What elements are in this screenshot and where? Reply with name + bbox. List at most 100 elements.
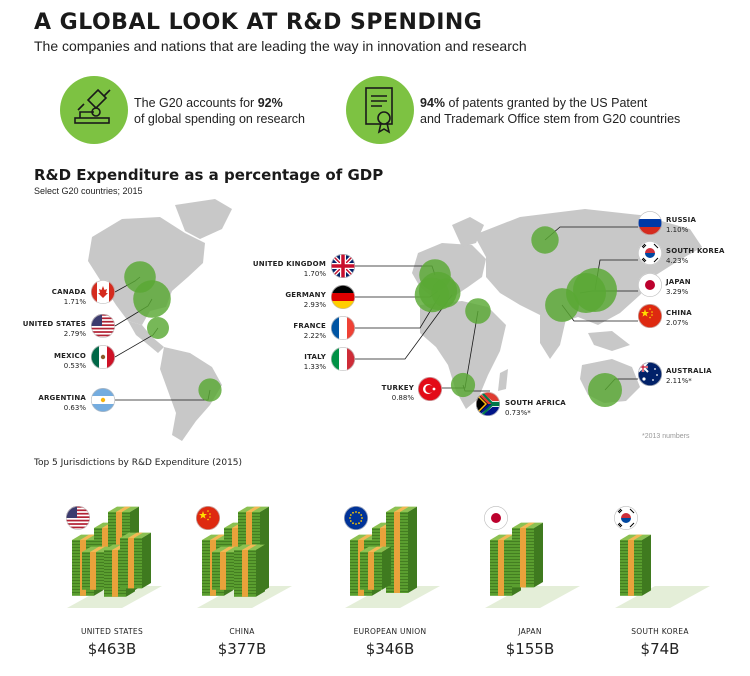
money-stack-united-states <box>67 506 162 608</box>
stat-2-line2: and Trademark Office stem from G20 count… <box>420 112 681 126</box>
money-stack-european-union <box>345 506 440 608</box>
country-name: SOUTH AFRICA <box>505 399 566 407</box>
country-label-germany: GERMANY 2.93% <box>285 290 326 310</box>
country-value: 4.23% <box>666 257 689 265</box>
country-name: CANADA <box>51 288 86 296</box>
country-value: 1.33% <box>303 363 326 371</box>
country-label-south-africa: SOUTH AFRICA 0.73%* <box>505 398 566 418</box>
bubble-russia <box>531 226 559 254</box>
country-name: UNITED STATES <box>22 320 86 328</box>
country-value: 0.53% <box>63 362 86 370</box>
country-value: 0.88% <box>391 394 414 402</box>
top5-title: Top 5 Jurisdictions by R&D Expenditure (… <box>34 458 243 468</box>
world-map <box>88 199 702 441</box>
country-label-south-korea: SOUTH KOREA 4.23% <box>666 246 725 266</box>
flag-italy-icon <box>331 347 355 376</box>
flag-european-union-icon <box>344 506 368 535</box>
footnote: *2013 numbers <box>642 433 690 440</box>
country-name: JAPAN <box>666 278 691 286</box>
country-value: 2.79% <box>63 330 86 338</box>
country-value: 1.71% <box>63 298 86 306</box>
country-label-united-states: UNITED STATES 2.79% <box>23 319 86 339</box>
stat-2-bold: 94% <box>420 96 446 110</box>
country-name: SOUTH KOREA <box>666 247 725 255</box>
country-name: FRANCE <box>293 322 326 330</box>
country-name: GERMANY <box>285 291 326 299</box>
jurisdiction-name: UNITED STATES <box>80 627 144 636</box>
flag-canada-icon <box>91 280 115 309</box>
bubble-mexico <box>147 317 169 339</box>
bubble-south-africa <box>450 372 476 398</box>
country-value: 3.29% <box>666 288 689 296</box>
flag-japan-icon <box>484 506 508 535</box>
bubble-layer <box>124 226 622 407</box>
money-stack-south-korea <box>615 534 710 608</box>
money-stack-japan <box>485 522 580 608</box>
stat-1-pre: The G20 accounts for <box>134 96 258 110</box>
country-value: 2.11%* <box>666 377 692 385</box>
country-label-united-kingdom: UNITED KINGDOM 1.70% <box>253 259 326 279</box>
country-value: 2.93% <box>303 301 326 309</box>
map-subtitle: Select G20 countries; 2015 <box>34 186 143 196</box>
bubble-turkey <box>465 298 491 324</box>
map-title: R&D Expenditure as a percentage of GDP <box>34 166 384 184</box>
country-name: TURKEY <box>381 384 414 392</box>
country-value: 1.70% <box>303 270 326 278</box>
country-label-italy: ITALY 1.33% <box>304 352 326 372</box>
page-title: A GLOBAL LOOK AT R&D SPENDING <box>34 10 483 35</box>
country-label-turkey: TURKEY 0.88% <box>382 383 414 403</box>
country-label-france: FRANCE 2.22% <box>293 321 326 341</box>
jurisdiction-value: $377B <box>217 640 267 658</box>
flag-china-icon <box>638 304 662 333</box>
country-label-australia: AUSTRALIA 2.11%* <box>666 366 712 386</box>
jurisdiction-name: JAPAN <box>518 627 542 636</box>
bubble-australia <box>588 373 622 407</box>
flag-south-korea-icon <box>638 241 662 270</box>
flag-germany-icon <box>331 285 355 314</box>
flag-france-icon <box>331 316 355 345</box>
microscope-icon <box>60 76 128 144</box>
flag-australia-icon <box>638 362 662 391</box>
money-stacks-chart <box>67 506 710 608</box>
country-name: AUSTRALIA <box>666 367 712 375</box>
flag-turkey-icon <box>418 377 442 406</box>
bubble-italy <box>431 278 461 308</box>
country-label-canada: CANADA 1.71% <box>52 287 86 307</box>
stat-1-bold: 92% <box>257 96 283 110</box>
jurisdiction-value: $74B <box>640 640 680 658</box>
bubble-argentina <box>198 378 222 402</box>
country-value: 2.07% <box>666 319 689 327</box>
flag-united-kingdom-icon <box>331 254 355 283</box>
country-name: CHINA <box>666 309 692 317</box>
country-value: 2.22% <box>303 332 326 340</box>
flag-united-states-icon <box>66 506 90 535</box>
country-name: MEXICO <box>53 352 86 360</box>
stat-2-post: of patents granted by the US Patent <box>445 96 648 110</box>
flag-south-korea-icon <box>614 506 638 535</box>
money-stack-china <box>197 506 292 608</box>
jurisdiction-value: $346B <box>365 640 415 658</box>
jurisdiction-european-union: EUROPEAN UNION $346B <box>330 627 450 658</box>
stat-patents: 94% of patents granted by the US Patent … <box>420 95 680 127</box>
stat-g20-research: The G20 accounts for 92% of global spend… <box>134 95 305 127</box>
country-label-japan: JAPAN 3.29% <box>666 277 691 297</box>
stat-1-line2: of global spending on research <box>134 112 305 126</box>
flag-united-states-icon <box>91 314 115 343</box>
bubble-china <box>545 288 579 322</box>
country-name: UNITED KINGDOM <box>252 260 326 268</box>
flag-china-icon <box>196 506 220 535</box>
bubble-united-states <box>133 280 171 318</box>
flag-south-africa-icon <box>476 392 500 421</box>
jurisdiction-name: CHINA <box>229 627 255 636</box>
country-label-china: CHINA 2.07% <box>666 308 692 328</box>
country-value: 0.73%* <box>505 409 531 417</box>
jurisdiction-value: $155B <box>505 640 555 658</box>
country-value: 0.63% <box>63 404 86 412</box>
flag-russia-icon <box>638 211 662 240</box>
page-subtitle: The companies and nations that are leadi… <box>34 38 527 54</box>
country-name: ITALY <box>304 353 326 361</box>
country-label-argentina: ARGENTINA 0.63% <box>38 393 86 413</box>
country-label-mexico: MEXICO 0.53% <box>54 351 86 371</box>
country-label-russia: RUSSIA 1.10% <box>666 215 696 235</box>
jurisdiction-name: EUROPEAN UNION <box>353 627 427 636</box>
